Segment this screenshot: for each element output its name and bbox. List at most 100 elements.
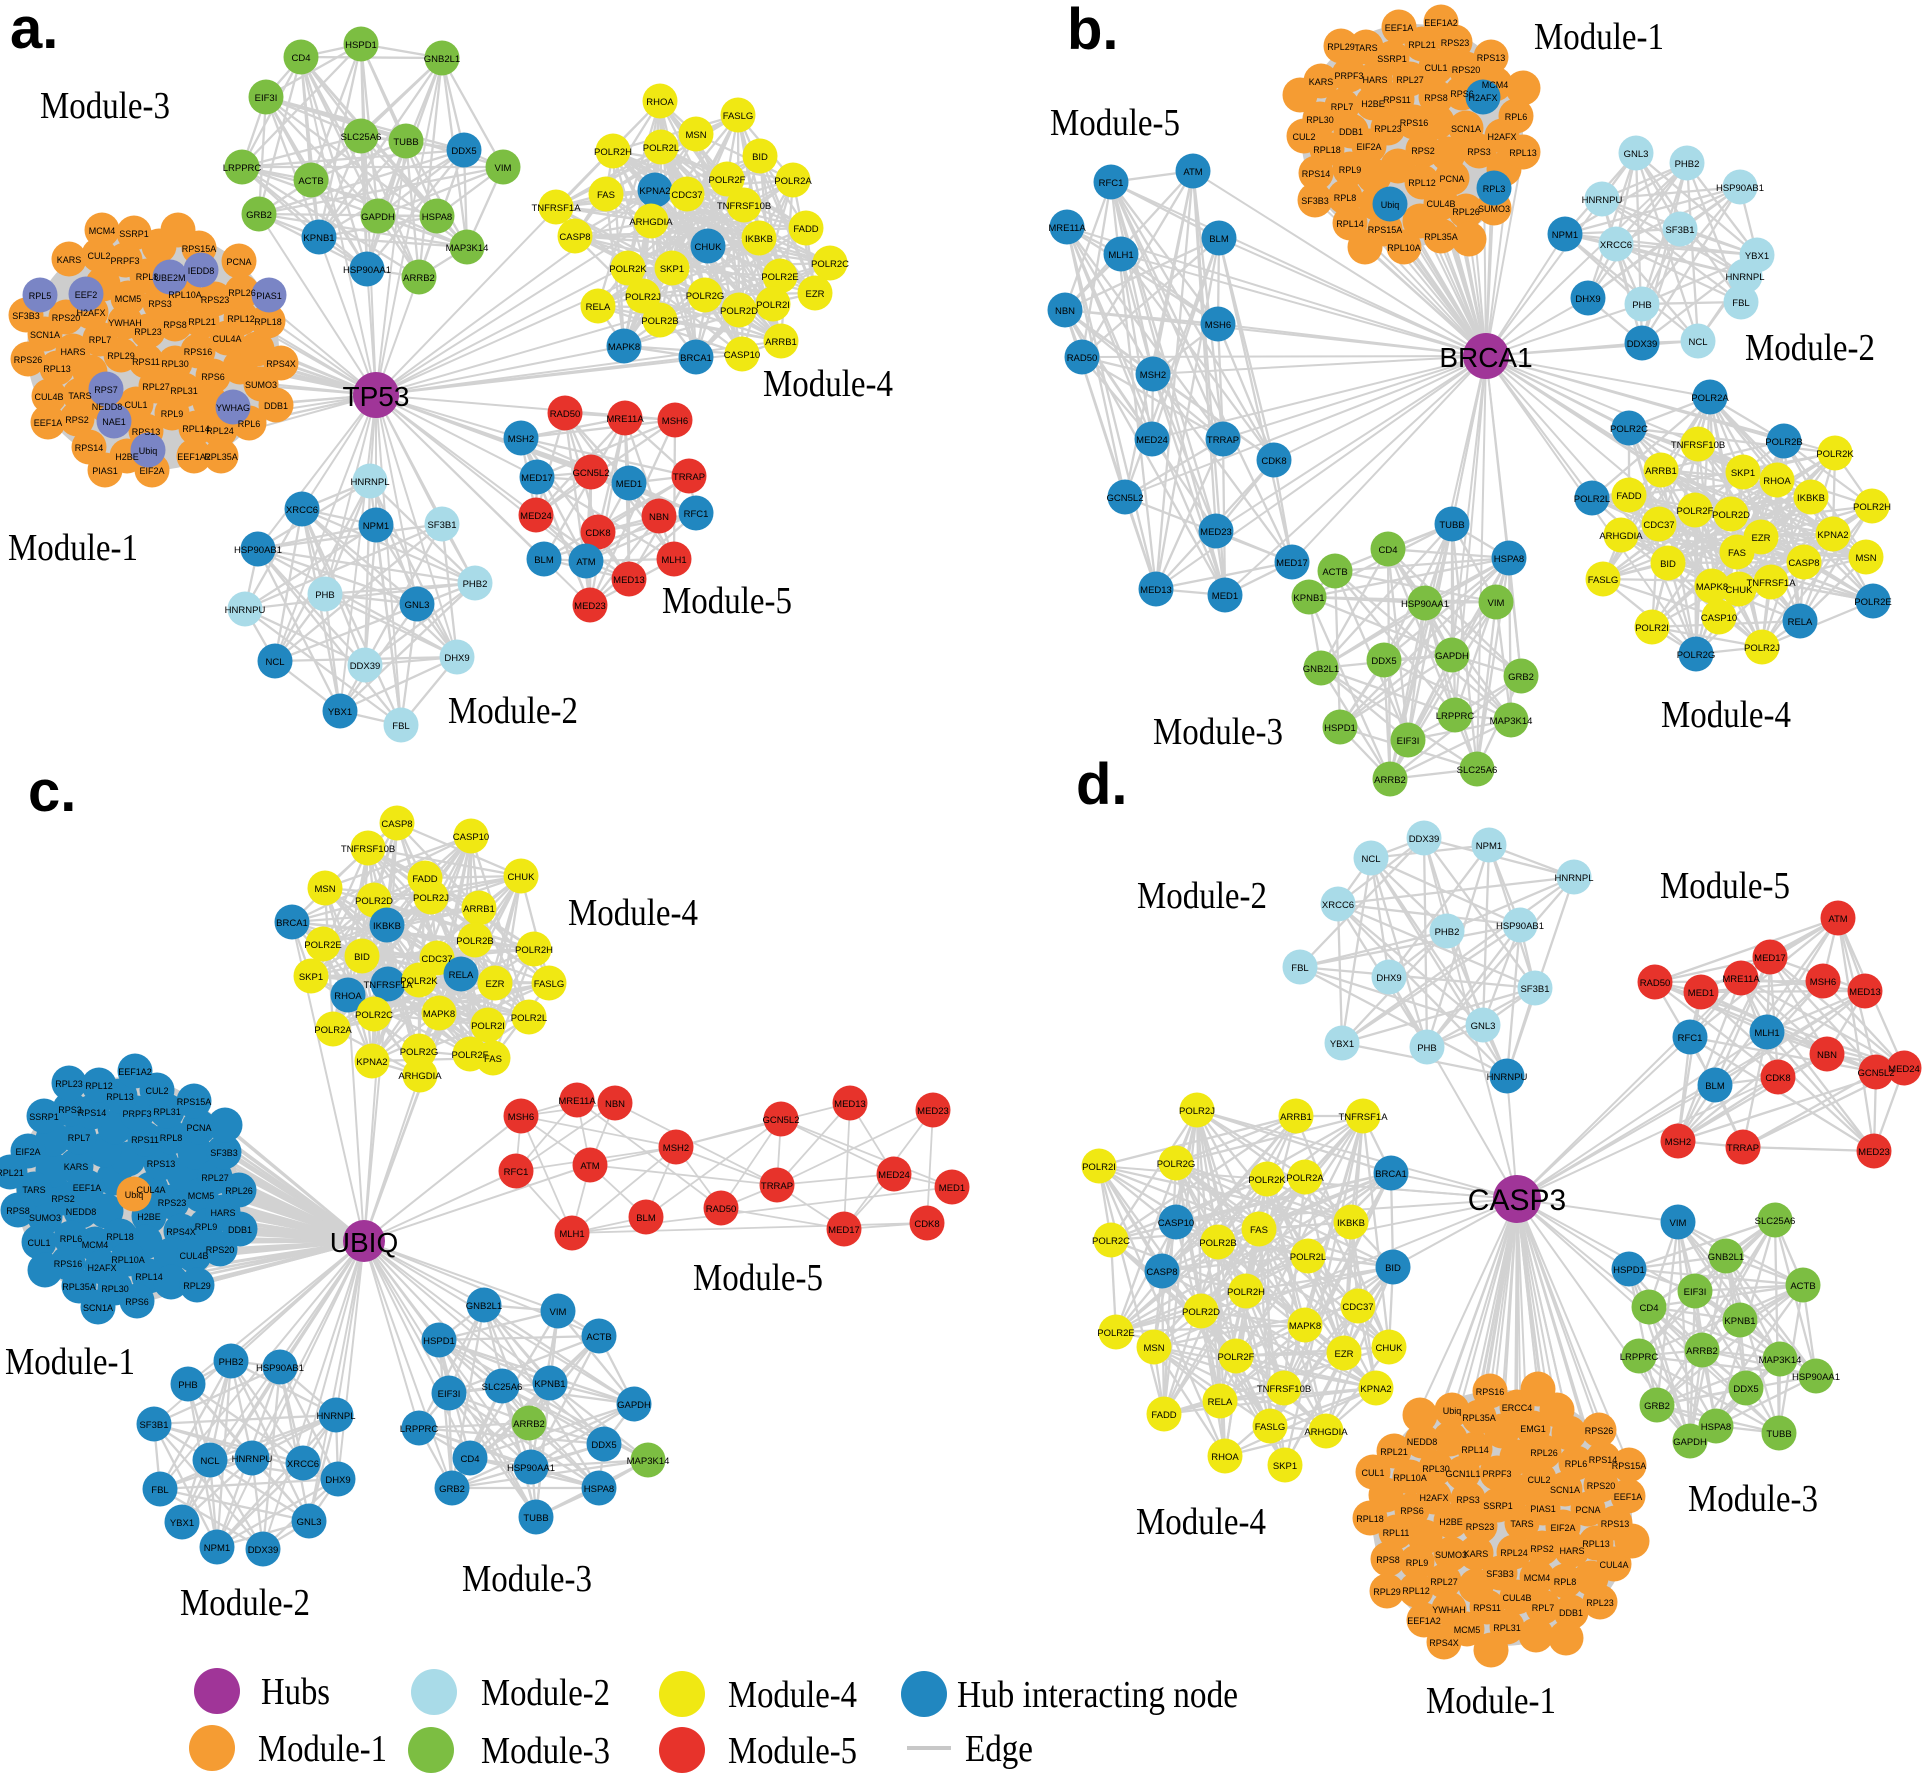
svg-text:Module-4: Module-4 (1136, 1501, 1266, 1543)
svg-text:MED23: MED23 (917, 1106, 949, 1117)
svg-text:BLM: BLM (534, 555, 554, 566)
svg-text:RPL27: RPL27 (201, 1173, 229, 1183)
svg-text:DDX5: DDX5 (1371, 656, 1396, 667)
svg-text:Ubiq: Ubiq (139, 446, 158, 456)
svg-text:POLR2K: POLR2K (1248, 1175, 1286, 1186)
svg-text:CDK8: CDK8 (1261, 456, 1286, 467)
svg-text:NBN: NBN (649, 512, 669, 523)
svg-text:Module-3: Module-3 (481, 1730, 610, 1772)
svg-text:RPS13: RPS13 (147, 1159, 176, 1169)
svg-text:DDX39: DDX39 (1409, 834, 1440, 845)
svg-text:RPL7: RPL7 (89, 335, 112, 345)
svg-text:MED1: MED1 (1212, 591, 1238, 602)
svg-text:Module-1: Module-1 (1426, 1680, 1556, 1722)
svg-text:VIM: VIM (1670, 1218, 1687, 1229)
svg-text:NBN: NBN (605, 1099, 625, 1110)
svg-text:LRPPRC: LRPPRC (223, 163, 262, 174)
svg-text:RPL3: RPL3 (1483, 184, 1506, 194)
svg-text:RPL8: RPL8 (160, 1133, 183, 1143)
svg-text:RPL6: RPL6 (1505, 112, 1528, 122)
svg-text:Module-2: Module-2 (1137, 875, 1267, 917)
svg-text:POLR2C: POLR2C (1092, 1236, 1130, 1247)
svg-text:TNFRSF10B: TNFRSF10B (717, 201, 771, 212)
svg-text:BID: BID (752, 152, 768, 163)
svg-text:RPS15A: RPS15A (182, 244, 217, 254)
svg-text:EIF3I: EIF3I (1397, 736, 1420, 747)
svg-text:FASLG: FASLG (534, 979, 565, 990)
svg-text:PCNA: PCNA (1439, 174, 1464, 184)
svg-text:RPL21: RPL21 (188, 317, 216, 327)
svg-text:DDB1: DDB1 (228, 1225, 252, 1235)
svg-text:b.: b. (1067, 0, 1119, 62)
svg-text:GAPDH: GAPDH (1435, 651, 1469, 662)
svg-text:SUMO3: SUMO3 (245, 380, 277, 390)
svg-text:RPS15A: RPS15A (1612, 1461, 1647, 1471)
svg-text:TARS: TARS (1354, 43, 1377, 53)
svg-text:MCM4: MCM4 (89, 226, 116, 236)
svg-text:RELA: RELA (1788, 617, 1813, 628)
svg-text:MLH1: MLH1 (661, 555, 686, 566)
svg-text:POLR2E: POLR2E (1854, 597, 1892, 608)
svg-text:POLR2H: POLR2H (515, 945, 553, 956)
svg-text:GCN5L2: GCN5L2 (1858, 1068, 1895, 1079)
svg-text:KPNA2: KPNA2 (356, 1057, 387, 1068)
svg-text:NBN: NBN (1055, 306, 1075, 317)
svg-text:RPS14: RPS14 (78, 1108, 107, 1118)
svg-text:RPL6: RPL6 (238, 419, 261, 429)
svg-text:POLR2E: POLR2E (1097, 1328, 1135, 1339)
svg-text:DDB1: DDB1 (1559, 1608, 1583, 1618)
svg-text:CASP8: CASP8 (1146, 1267, 1177, 1278)
svg-text:RPS26: RPS26 (14, 355, 43, 365)
svg-text:CDK8: CDK8 (1765, 1073, 1790, 1084)
svg-text:POLR2C: POLR2C (811, 259, 849, 270)
svg-text:ARHGDIA: ARHGDIA (398, 1071, 442, 1082)
svg-text:EEF1A2: EEF1A2 (177, 452, 211, 462)
svg-text:EEF2: EEF2 (75, 290, 98, 300)
svg-text:DDX5: DDX5 (1733, 1384, 1758, 1395)
svg-text:TARS: TARS (68, 391, 91, 401)
svg-text:H2BE: H2BE (137, 1212, 161, 1222)
svg-text:GRB2: GRB2 (1644, 1401, 1670, 1412)
svg-text:CUL4B: CUL4B (179, 1251, 208, 1261)
svg-text:RPL13: RPL13 (1509, 148, 1537, 158)
svg-text:ARHGDIA: ARHGDIA (1599, 531, 1643, 542)
svg-text:NPM1: NPM1 (1476, 841, 1502, 852)
svg-text:FASLG: FASLG (723, 111, 754, 122)
svg-text:H2AFX: H2AFX (1487, 132, 1516, 142)
svg-text:MSH2: MSH2 (1665, 1137, 1691, 1148)
svg-text:CASP10: CASP10 (1701, 613, 1737, 624)
svg-text:EMG1: EMG1 (1520, 1424, 1546, 1434)
svg-text:POLR2J: POLR2J (625, 292, 661, 303)
svg-text:Module-4: Module-4 (568, 892, 698, 934)
svg-text:RPL23: RPL23 (134, 327, 162, 337)
svg-text:BID: BID (1385, 1263, 1401, 1274)
svg-text:CDC37: CDC37 (1342, 1302, 1373, 1313)
svg-text:RHOA: RHOA (1763, 476, 1791, 487)
svg-text:YWHAH: YWHAH (108, 318, 142, 328)
svg-text:DDB1: DDB1 (264, 401, 288, 411)
svg-text:CUL1: CUL1 (1424, 63, 1447, 73)
svg-text:Module-5: Module-5 (1660, 865, 1790, 907)
svg-text:EIF3I: EIF3I (1684, 1287, 1707, 1298)
svg-text:PIAS1: PIAS1 (92, 466, 118, 476)
svg-text:GCN5L2: GCN5L2 (763, 1115, 800, 1126)
svg-text:HARS: HARS (210, 1208, 235, 1218)
svg-text:KPNB1: KPNB1 (303, 233, 334, 244)
svg-text:RPS4X: RPS4X (166, 1227, 196, 1237)
svg-text:CDC37: CDC37 (671, 190, 702, 201)
svg-text:BLM: BLM (1705, 1081, 1725, 1092)
svg-text:RFC1: RFC1 (1678, 1033, 1703, 1044)
svg-text:POLR2L: POLR2L (643, 143, 679, 154)
svg-text:RPL7: RPL7 (1331, 102, 1354, 112)
svg-text:HSP90AA1: HSP90AA1 (507, 1463, 555, 1474)
svg-text:H2AFX: H2AFX (87, 1263, 116, 1273)
svg-text:POLR2G: POLR2G (400, 1047, 439, 1058)
svg-text:GAPDH: GAPDH (617, 1400, 651, 1411)
svg-text:RPS16: RPS16 (1400, 118, 1429, 128)
svg-text:RPL29: RPL29 (1373, 1587, 1401, 1597)
svg-text:SLC25A6: SLC25A6 (1457, 765, 1498, 776)
svg-text:ATM: ATM (576, 557, 595, 568)
svg-text:MED23: MED23 (574, 601, 606, 612)
svg-text:KPNA2: KPNA2 (639, 186, 670, 197)
svg-text:POLR2L: POLR2L (1290, 1252, 1326, 1263)
